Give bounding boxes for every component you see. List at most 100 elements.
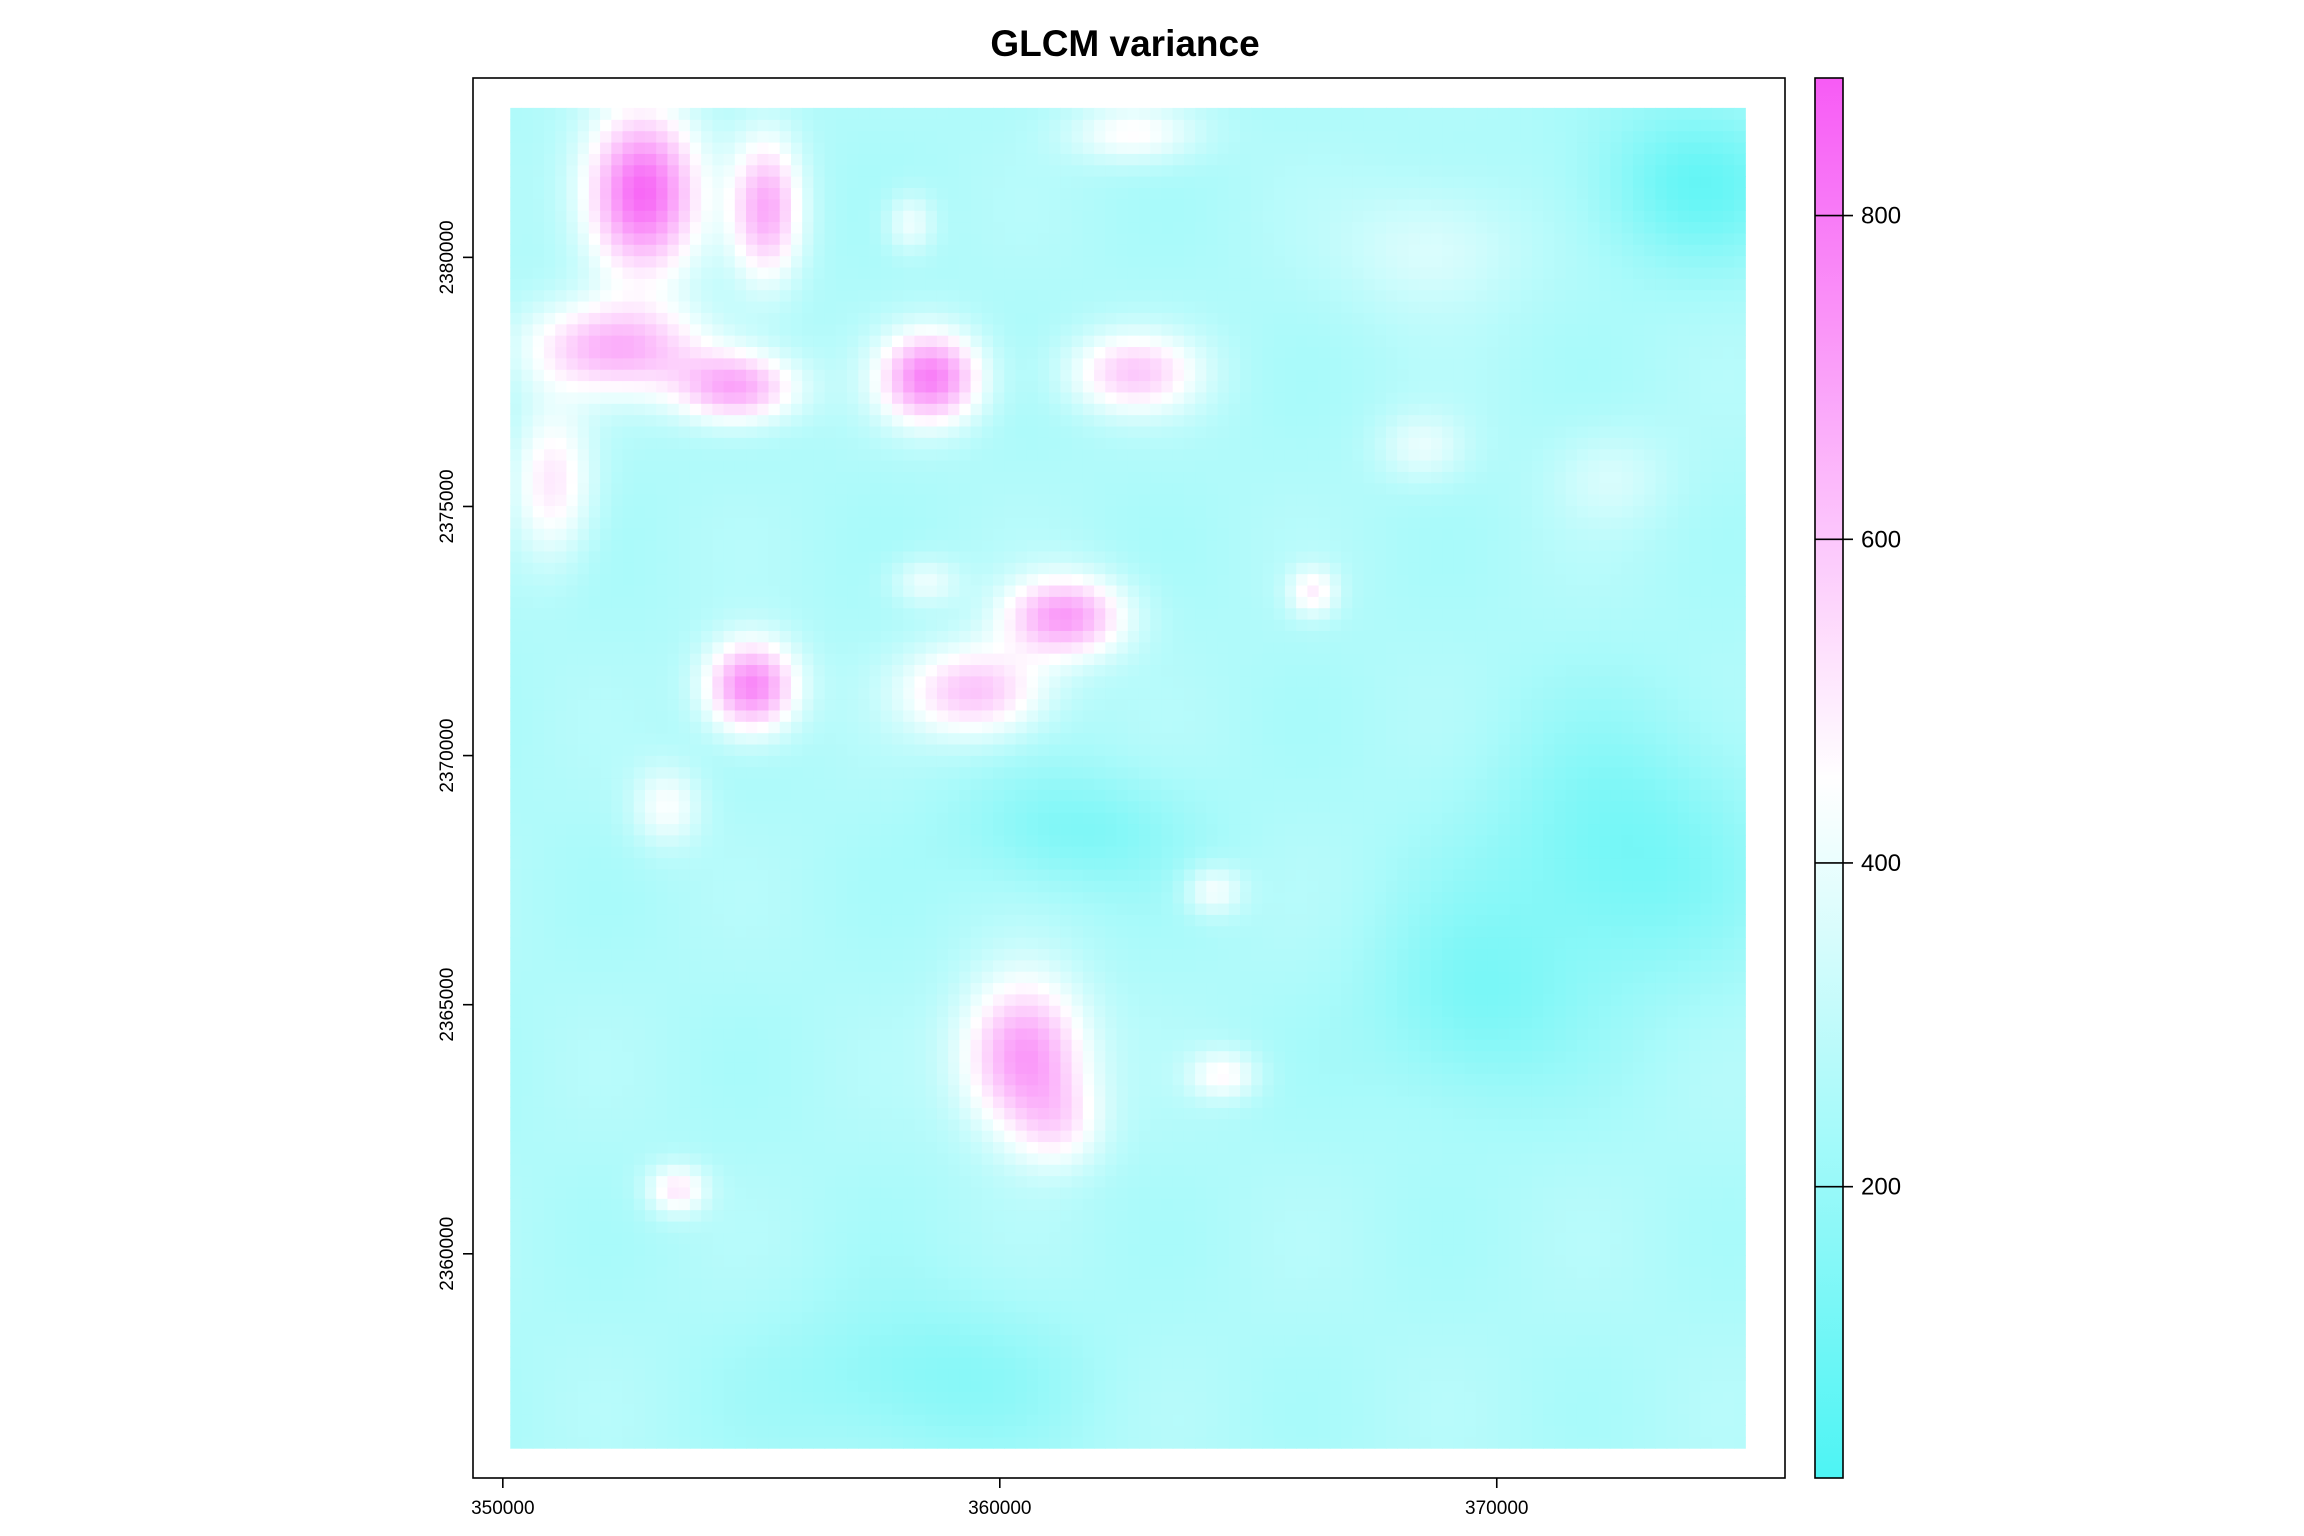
raster-cell	[1734, 1039, 1746, 1052]
raster-cell	[577, 1164, 590, 1177]
raster-cell	[1588, 1379, 1600, 1392]
raster-cell	[1318, 1345, 1331, 1358]
raster-cell	[959, 948, 972, 961]
raster-cell	[1599, 971, 1612, 984]
raster-cell	[813, 948, 826, 961]
raster-cell	[981, 1334, 994, 1347]
raster-cell	[1453, 1357, 1466, 1370]
raster-cell	[959, 1016, 972, 1029]
raster-cell	[1442, 948, 1454, 961]
raster-cell	[1734, 1232, 1746, 1245]
raster-cell	[1161, 993, 1174, 1006]
raster-cell	[835, 1436, 848, 1449]
raster-cell	[757, 1164, 770, 1177]
raster-cell	[1498, 1436, 1511, 1449]
raster-cell	[723, 1118, 736, 1131]
raster-cell	[1430, 1379, 1443, 1392]
raster-cell	[1419, 1061, 1432, 1074]
raster-cell	[1711, 1061, 1724, 1074]
raster-cell	[1183, 1061, 1196, 1074]
raster-cell	[970, 1016, 983, 1029]
raster-cell	[847, 993, 859, 1006]
raster-cell	[981, 1357, 994, 1370]
raster-cell	[1408, 1300, 1421, 1313]
raster-cell	[1363, 1061, 1376, 1074]
raster-cell	[1273, 1209, 1286, 1222]
raster-cell	[1071, 1402, 1084, 1415]
raster-cell	[1565, 1107, 1578, 1120]
raster-cell	[1632, 1391, 1645, 1404]
raster-cell	[1453, 1391, 1466, 1404]
raster-cell	[1464, 1289, 1477, 1302]
raster-cell	[790, 1084, 803, 1097]
raster-cell	[633, 1073, 646, 1086]
raster-cell	[1116, 1414, 1129, 1426]
raster-cell	[645, 971, 657, 984]
raster-cell	[1161, 1391, 1174, 1404]
raster-cell	[667, 1311, 680, 1324]
raster-cell	[1217, 1300, 1230, 1313]
raster-cell	[1329, 1289, 1342, 1302]
raster-cell	[1689, 982, 1701, 995]
raster-cell	[1498, 993, 1511, 1006]
raster-cell	[1195, 1402, 1207, 1415]
raster-cell	[746, 1220, 758, 1233]
raster-cell	[993, 1277, 1005, 1290]
raster-cell	[1722, 1379, 1735, 1392]
raster-cell	[1576, 1152, 1589, 1165]
raster-cell	[521, 1027, 534, 1040]
raster-cell	[1307, 1379, 1320, 1392]
raster-cell	[1531, 971, 1544, 984]
raster-cell	[813, 1005, 826, 1018]
raster-cell	[1049, 1357, 1061, 1370]
raster-cell	[1150, 1345, 1163, 1358]
raster-cell	[1116, 1107, 1129, 1120]
raster-cell	[656, 1164, 669, 1177]
raster-cell	[1352, 1323, 1365, 1336]
raster-cell	[1240, 1436, 1252, 1449]
raster-cell	[611, 937, 624, 949]
raster-cell	[1734, 1096, 1746, 1108]
raster-cell	[521, 1175, 534, 1188]
raster-cell	[667, 1141, 680, 1154]
raster-cell	[532, 1368, 545, 1381]
raster-cell	[1419, 1368, 1432, 1381]
raster-cell	[633, 1402, 646, 1415]
raster-cell	[555, 1379, 568, 1392]
raster-cell	[835, 1345, 848, 1358]
raster-cell	[510, 1096, 523, 1108]
raster-cell	[1071, 1323, 1084, 1336]
raster-cell	[1251, 1323, 1264, 1336]
raster-cell	[1464, 1277, 1477, 1290]
raster-cell	[1026, 1414, 1039, 1426]
raster-cell	[1307, 1323, 1320, 1336]
raster-cell	[914, 937, 927, 949]
raster-cell	[1374, 937, 1387, 949]
raster-cell	[1183, 1357, 1196, 1370]
raster-cell	[600, 1255, 612, 1267]
raster-cell	[1329, 1243, 1342, 1256]
raster-cell	[566, 1005, 579, 1018]
raster-cell	[1419, 1107, 1432, 1120]
raster-cell	[746, 1084, 758, 1097]
raster-cell	[701, 1027, 713, 1040]
raster-cell	[1397, 1402, 1410, 1415]
raster-cell	[1565, 1402, 1578, 1415]
raster-cell	[667, 1323, 680, 1336]
raster-cell	[1397, 1061, 1410, 1074]
raster-cell	[1475, 1130, 1488, 1143]
raster-cell	[521, 971, 534, 984]
raster-cell	[1487, 1039, 1499, 1052]
raster-cell	[622, 1436, 635, 1449]
raster-cell	[645, 948, 657, 961]
raster-cell	[701, 1175, 713, 1188]
raster-cell	[914, 1186, 927, 1199]
raster-cell	[925, 1311, 938, 1324]
raster-cell	[1273, 1118, 1286, 1131]
raster-cell	[566, 982, 579, 995]
raster-cell	[1621, 1255, 1634, 1267]
raster-cell	[1430, 1436, 1443, 1449]
raster-cell	[925, 1300, 938, 1313]
raster-cell	[1217, 1005, 1230, 1018]
raster-cell	[981, 1414, 994, 1426]
